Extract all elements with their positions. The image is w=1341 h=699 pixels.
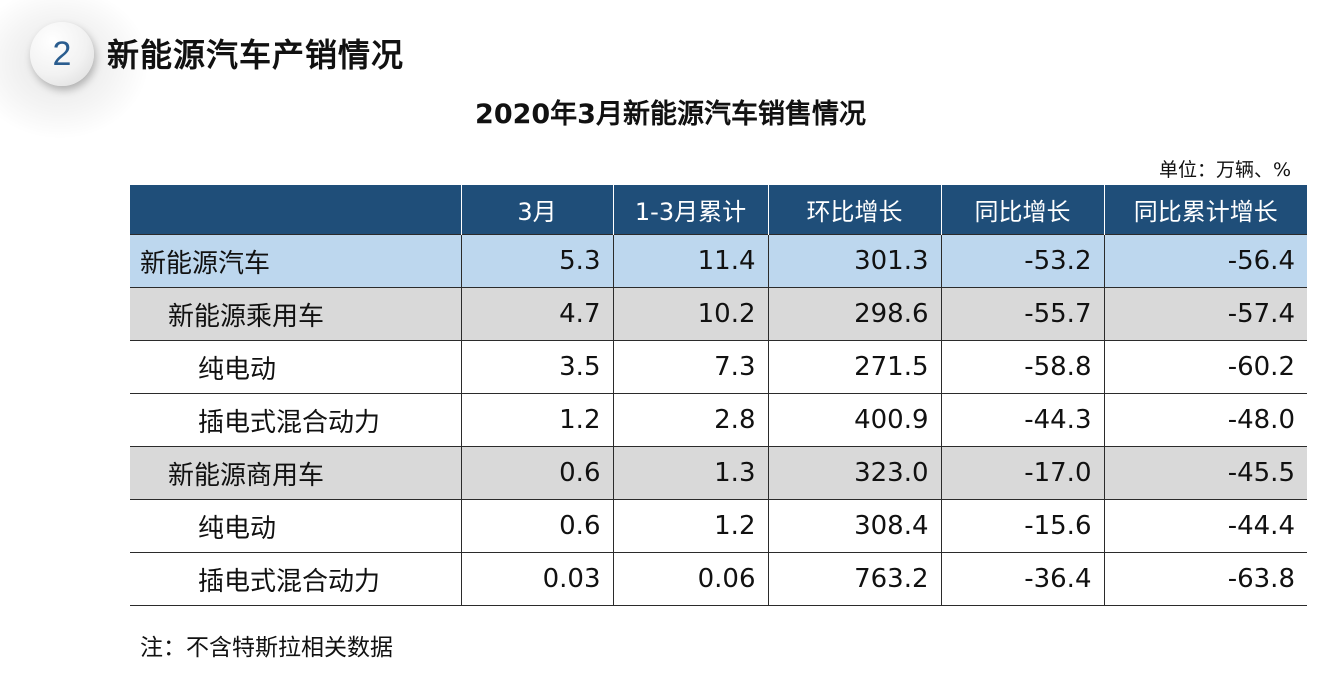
cell-yoy-cumulative-growth: -57.4 xyxy=(1103,287,1307,341)
sales-table: 3月 1-3月累计 环比增长 同比增长 同比累计增长 新能源汽车 5.3 11.… xyxy=(130,185,1307,606)
header-yoy-cumulative-growth: 同比累计增长 xyxy=(1103,185,1307,235)
cell-cumulative: 7.3 xyxy=(612,340,768,394)
cell-march: 4.7 xyxy=(460,287,613,341)
cell-cumulative: 10.2 xyxy=(612,287,768,341)
cell-cumulative: 2.8 xyxy=(612,393,768,447)
row-label: 插电式混合动力 xyxy=(130,393,461,447)
row-label: 新能源乘用车 xyxy=(130,287,461,341)
header-mom-growth: 环比增长 xyxy=(767,185,941,235)
header-march: 3月 xyxy=(460,185,613,235)
cell-mom-growth: 301.3 xyxy=(767,234,941,288)
cell-mom-growth: 323.0 xyxy=(767,446,941,500)
header-category xyxy=(130,185,461,235)
cell-yoy-cumulative-growth: -44.4 xyxy=(1103,499,1307,553)
cell-yoy-growth: -36.4 xyxy=(940,552,1104,606)
cell-march: 5.3 xyxy=(460,234,613,288)
unit-label: 单位：万辆、% xyxy=(1158,159,1291,181)
cell-cumulative: 1.3 xyxy=(612,446,768,500)
cell-march: 1.2 xyxy=(460,393,613,447)
cell-mom-growth: 298.6 xyxy=(767,287,941,341)
row-label: 新能源商用车 xyxy=(130,446,461,500)
table-row: 新能源商用车 0.6 1.3 323.0 -17.0 -45.5 xyxy=(130,446,1307,500)
header-cumulative: 1-3月累计 xyxy=(612,185,768,235)
cell-mom-growth: 400.9 xyxy=(767,393,941,447)
footnote: 注：不含特斯拉相关数据 xyxy=(140,635,393,661)
row-label: 纯电动 xyxy=(130,499,461,553)
cell-yoy-growth: -53.2 xyxy=(940,234,1104,288)
cell-cumulative: 0.06 xyxy=(612,552,768,606)
cell-yoy-growth: -15.6 xyxy=(940,499,1104,553)
cell-cumulative: 11.4 xyxy=(612,234,768,288)
cell-yoy-growth: -44.3 xyxy=(940,393,1104,447)
cell-mom-growth: 308.4 xyxy=(767,499,941,553)
table-row: 新能源汽车 5.3 11.4 301.3 -53.2 -56.4 xyxy=(130,234,1307,288)
cell-yoy-growth: -58.8 xyxy=(940,340,1104,394)
table-row: 插电式混合动力 0.03 0.06 763.2 -36.4 -63.8 xyxy=(130,552,1307,606)
table-row: 纯电动 0.6 1.2 308.4 -15.6 -44.4 xyxy=(130,499,1307,553)
cell-mom-growth: 271.5 xyxy=(767,340,941,394)
row-label: 新能源汽车 xyxy=(130,234,461,288)
cell-march: 0.6 xyxy=(460,446,613,500)
table-row: 新能源乘用车 4.7 10.2 298.6 -55.7 -57.4 xyxy=(130,287,1307,341)
cell-yoy-cumulative-growth: -56.4 xyxy=(1103,234,1307,288)
cell-march: 3.5 xyxy=(460,340,613,394)
cell-yoy-cumulative-growth: -63.8 xyxy=(1103,552,1307,606)
cell-yoy-cumulative-growth: -45.5 xyxy=(1103,446,1307,500)
cell-march: 0.03 xyxy=(460,552,613,606)
row-label: 纯电动 xyxy=(130,340,461,394)
cell-yoy-growth: -17.0 xyxy=(940,446,1104,500)
table-header-row: 3月 1-3月累计 环比增长 同比增长 同比累计增长 xyxy=(130,185,1307,235)
cell-march: 0.6 xyxy=(460,499,613,553)
section-title: 新能源汽车产销情况 xyxy=(107,36,405,74)
cell-yoy-growth: -55.7 xyxy=(940,287,1104,341)
cell-yoy-cumulative-growth: -60.2 xyxy=(1103,340,1307,394)
cell-cumulative: 1.2 xyxy=(612,499,768,553)
header-yoy-growth: 同比增长 xyxy=(940,185,1104,235)
table-title: 2020年3月新能源汽车销售情况 xyxy=(475,99,866,130)
cell-yoy-cumulative-growth: -48.0 xyxy=(1103,393,1307,447)
table-row: 插电式混合动力 1.2 2.8 400.9 -44.3 -48.0 xyxy=(130,393,1307,447)
row-label: 插电式混合动力 xyxy=(130,552,461,606)
section-number-badge: 2 xyxy=(30,22,94,86)
table-row: 纯电动 3.5 7.3 271.5 -58.8 -60.2 xyxy=(130,340,1307,394)
cell-mom-growth: 763.2 xyxy=(767,552,941,606)
